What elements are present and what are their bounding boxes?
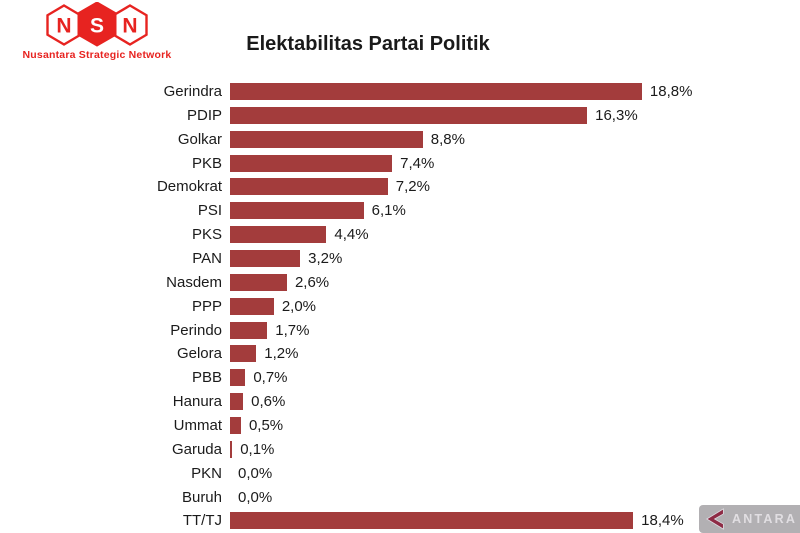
value-label: 0,5% [248,416,284,434]
bar [230,130,423,148]
bar [230,369,246,387]
bar [230,178,388,196]
value-label: 18,8% [649,82,693,100]
svg-text:S: S [90,15,104,38]
value-label: 1,7% [275,321,310,339]
chart-row: Ummat 0,5% [0,414,800,438]
chart-row: Nasdem 2,6% [0,270,800,294]
category-label: TT/TJ [182,512,222,530]
bar [230,416,241,434]
value-label: 0,7% [253,369,288,387]
chart-row: Demokrat 7,2% [0,175,800,199]
chart-row: Perindo 1,7% [0,318,800,342]
bar [230,440,233,458]
value-label: 0,0% [238,488,273,506]
chart-row: Hanura 0,6% [0,390,800,414]
value-label: 2,6% [294,273,330,291]
bar [230,321,268,339]
chart-row: Gerindra 18,8% [0,80,800,104]
category-label: PDIP [186,106,222,124]
chart-row: Golkar 8,8% [0,127,800,151]
chart-row: PBB 0,7% [0,366,800,390]
chart-row: Buruh 0,0% [0,485,800,509]
category-label: Ummat [173,416,222,434]
antara-logo-icon [705,508,724,530]
category-label: Gelora [176,345,222,363]
antara-watermark-text: ANTARA [732,512,798,526]
value-label: 0,1% [240,440,275,458]
category-label: PSI [197,202,222,220]
category-label: PKB [191,154,222,172]
category-label: PAN [192,249,222,267]
category-label: Buruh [181,488,222,506]
value-label: 16,3% [595,106,638,124]
category-label: Gerindra [163,82,222,100]
nsn-hexagons-icon: N N S [46,2,148,47]
chart-row: PDIP 16,3% [0,103,800,127]
chart-row: Gelora 1,2% [0,342,800,366]
bar [230,273,287,291]
category-label: PKN [191,464,222,482]
category-label: Demokrat [156,178,222,196]
category-label: Hanura [172,393,222,411]
chart-row: PKN 0,0% [0,461,800,485]
value-label: 7,2% [395,178,430,196]
chart-row: PAN 3,2% [0,247,800,271]
bar [230,82,642,100]
bar [230,202,364,220]
svg-text:N: N [122,15,137,38]
chart-row: PKS 4,4% [0,223,800,247]
category-label: Perindo [170,321,222,339]
chart-row: PKB 7,4% [0,151,800,175]
value-label: 4,4% [334,226,369,244]
value-label: 0,6% [251,393,286,411]
nsn-logo: N N S Nusantara Strategic Network [22,2,172,61]
category-label: PKS [191,226,222,244]
bar [230,393,244,411]
chart-row: TT/TJ 18,4% [0,509,800,533]
chart-row: Garuda 0,1% [0,437,800,461]
value-label: 0,0% [238,464,273,482]
bar-chart: Gerindra 18,8% PDIP 16,3% Golkar 8,8% PKB 7,4% D… [0,80,800,533]
bar [230,106,588,124]
logo-tagline: Nusantara Strategic Network [22,49,172,61]
value-label: 6,1% [371,202,406,220]
bar [230,345,257,363]
bar [230,512,634,530]
category-label: Golkar [177,130,222,148]
bar [230,249,301,267]
bar [230,226,327,244]
svg-text:N: N [56,15,71,38]
chart-row: PSI 6,1% [0,199,800,223]
category-label: Garuda [171,440,222,458]
category-label: PPP [191,297,222,315]
value-label: 2,0% [281,297,317,315]
chart-title: Elektabilitas Partai Politik [246,33,490,55]
category-label: PBB [191,369,222,387]
value-label: 3,2% [308,249,343,267]
value-label: 8,8% [430,130,465,148]
category-label: Nasdem [166,273,222,291]
chart-row: PPP 2,0% [0,294,800,318]
bar [230,297,274,315]
value-label: 1,2% [264,345,299,363]
value-label: 18,4% [641,512,684,530]
value-label: 7,4% [400,154,435,172]
antara-watermark: ANTARA [699,505,800,533]
bar [230,154,393,172]
